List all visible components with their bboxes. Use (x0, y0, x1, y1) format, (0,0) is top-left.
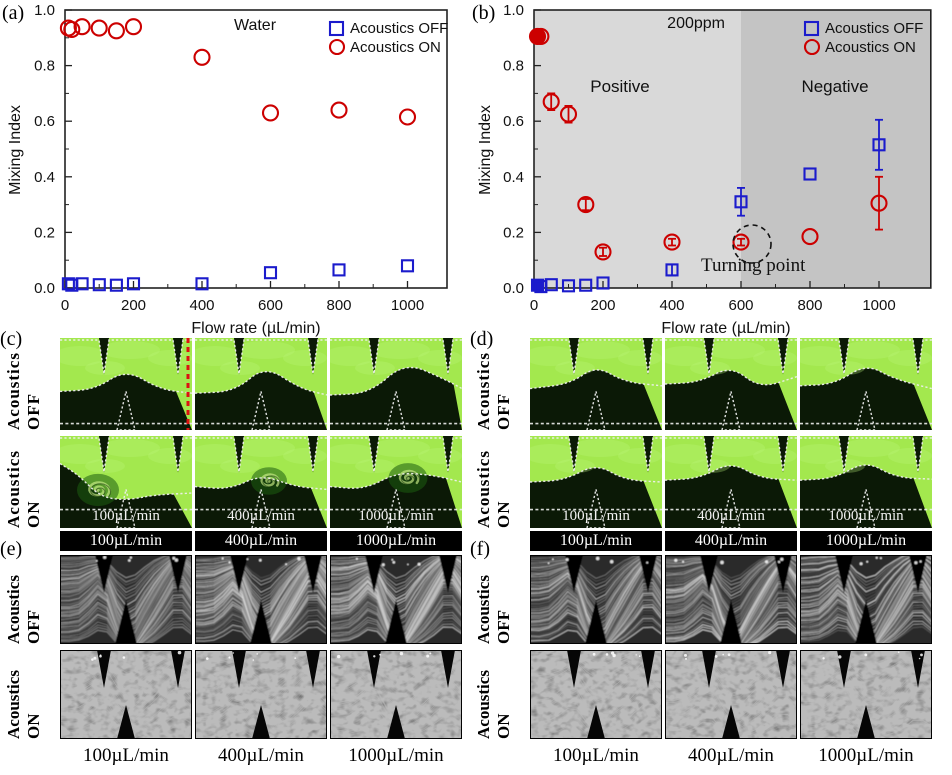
svg-text:Positive: Positive (590, 77, 650, 96)
svg-text:400: 400 (189, 297, 214, 314)
svg-text:Acoustics ON: Acoustics ON (825, 39, 916, 56)
svg-text:400µL/min: 400µL/min (227, 508, 295, 524)
svg-text:0.4: 0.4 (34, 169, 55, 186)
svg-text:0.6: 0.6 (34, 113, 55, 130)
svg-text:0.0: 0.0 (34, 280, 55, 297)
svg-text:600: 600 (728, 297, 753, 314)
svg-text:Negative: Negative (801, 77, 868, 96)
svg-text:0.8: 0.8 (503, 58, 524, 75)
svg-text:0: 0 (61, 297, 69, 314)
svg-text:Mixing Index: Mixing Index (477, 105, 494, 195)
svg-text:0.0: 0.0 (503, 280, 524, 297)
svg-text:0: 0 (530, 297, 538, 314)
svg-text:0.8: 0.8 (34, 58, 55, 75)
svg-text:200ppm: 200ppm (667, 15, 725, 32)
svg-text:0.4: 0.4 (503, 169, 524, 186)
svg-text:600: 600 (258, 297, 283, 314)
svg-text:0.2: 0.2 (34, 224, 55, 241)
svg-text:1000µL/min: 1000µL/min (828, 508, 904, 524)
svg-text:100µL/min: 100µL/min (562, 508, 630, 524)
svg-text:1000: 1000 (391, 297, 424, 314)
svg-text:Turning point: Turning point (701, 255, 806, 276)
svg-text:0.6: 0.6 (503, 113, 524, 130)
svg-text:800: 800 (326, 297, 351, 314)
svg-text:1000µL/min: 1000µL/min (358, 508, 434, 524)
svg-text:Acoustics OFF: Acoustics OFF (825, 20, 923, 37)
svg-text:Acoustics OFF: Acoustics OFF (350, 20, 448, 37)
svg-text:1000: 1000 (862, 297, 895, 314)
svg-text:200: 200 (590, 297, 615, 314)
svg-text:Acoustics ON: Acoustics ON (350, 39, 441, 56)
svg-text:400: 400 (659, 297, 684, 314)
svg-text:Mixing Index: Mixing Index (7, 105, 24, 195)
svg-text:200: 200 (121, 297, 146, 314)
svg-text:0.2: 0.2 (503, 224, 524, 241)
svg-text:1.0: 1.0 (34, 2, 55, 19)
svg-text:100µL/min: 100µL/min (92, 508, 160, 524)
svg-text:Water: Water (234, 17, 277, 34)
svg-text:1.0: 1.0 (503, 2, 524, 19)
svg-text:800: 800 (797, 297, 822, 314)
svg-text:400µL/min: 400µL/min (697, 508, 765, 524)
